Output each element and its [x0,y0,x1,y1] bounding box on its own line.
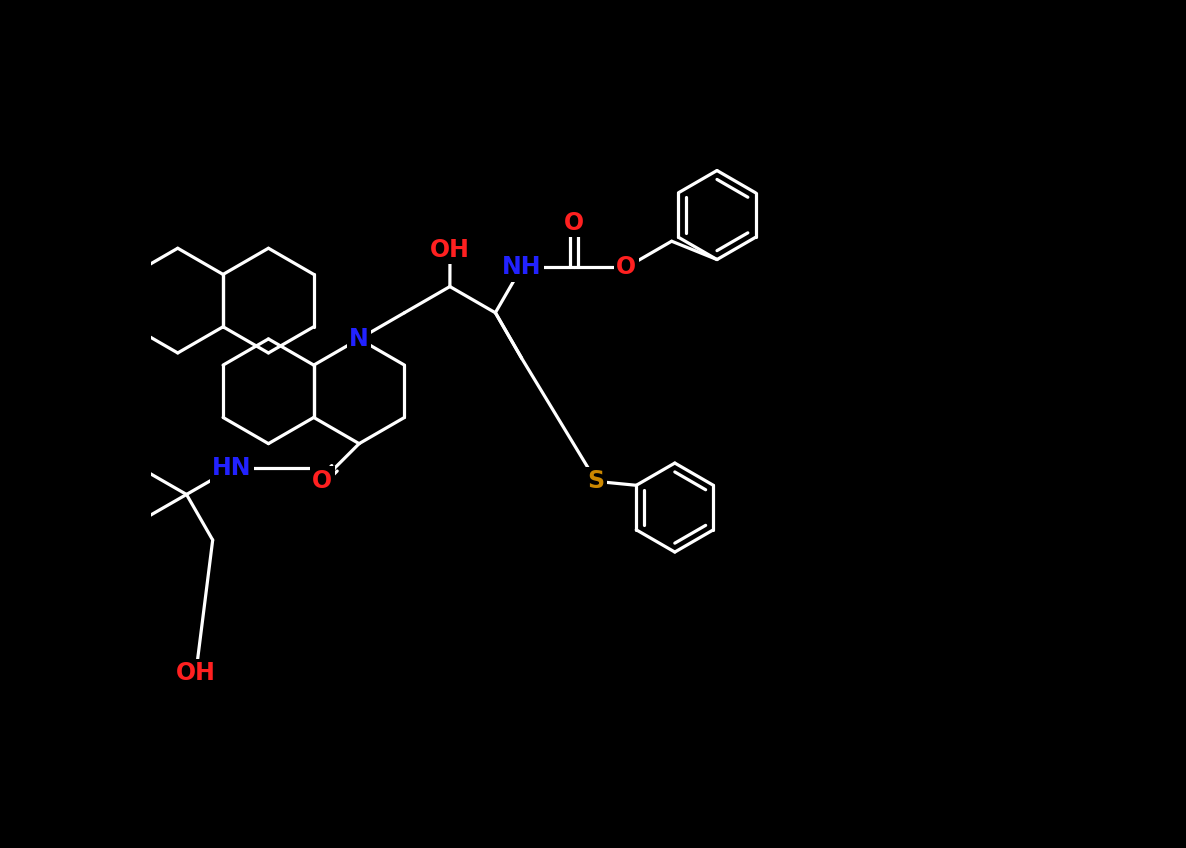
Text: OH: OH [176,661,216,685]
Text: S: S [588,470,605,494]
Text: NH: NH [502,255,541,279]
Text: OH: OH [431,238,470,262]
Text: N: N [349,327,369,351]
Text: O: O [312,469,332,493]
Text: O: O [563,211,584,235]
Text: O: O [617,255,637,279]
Text: HN: HN [212,456,251,480]
